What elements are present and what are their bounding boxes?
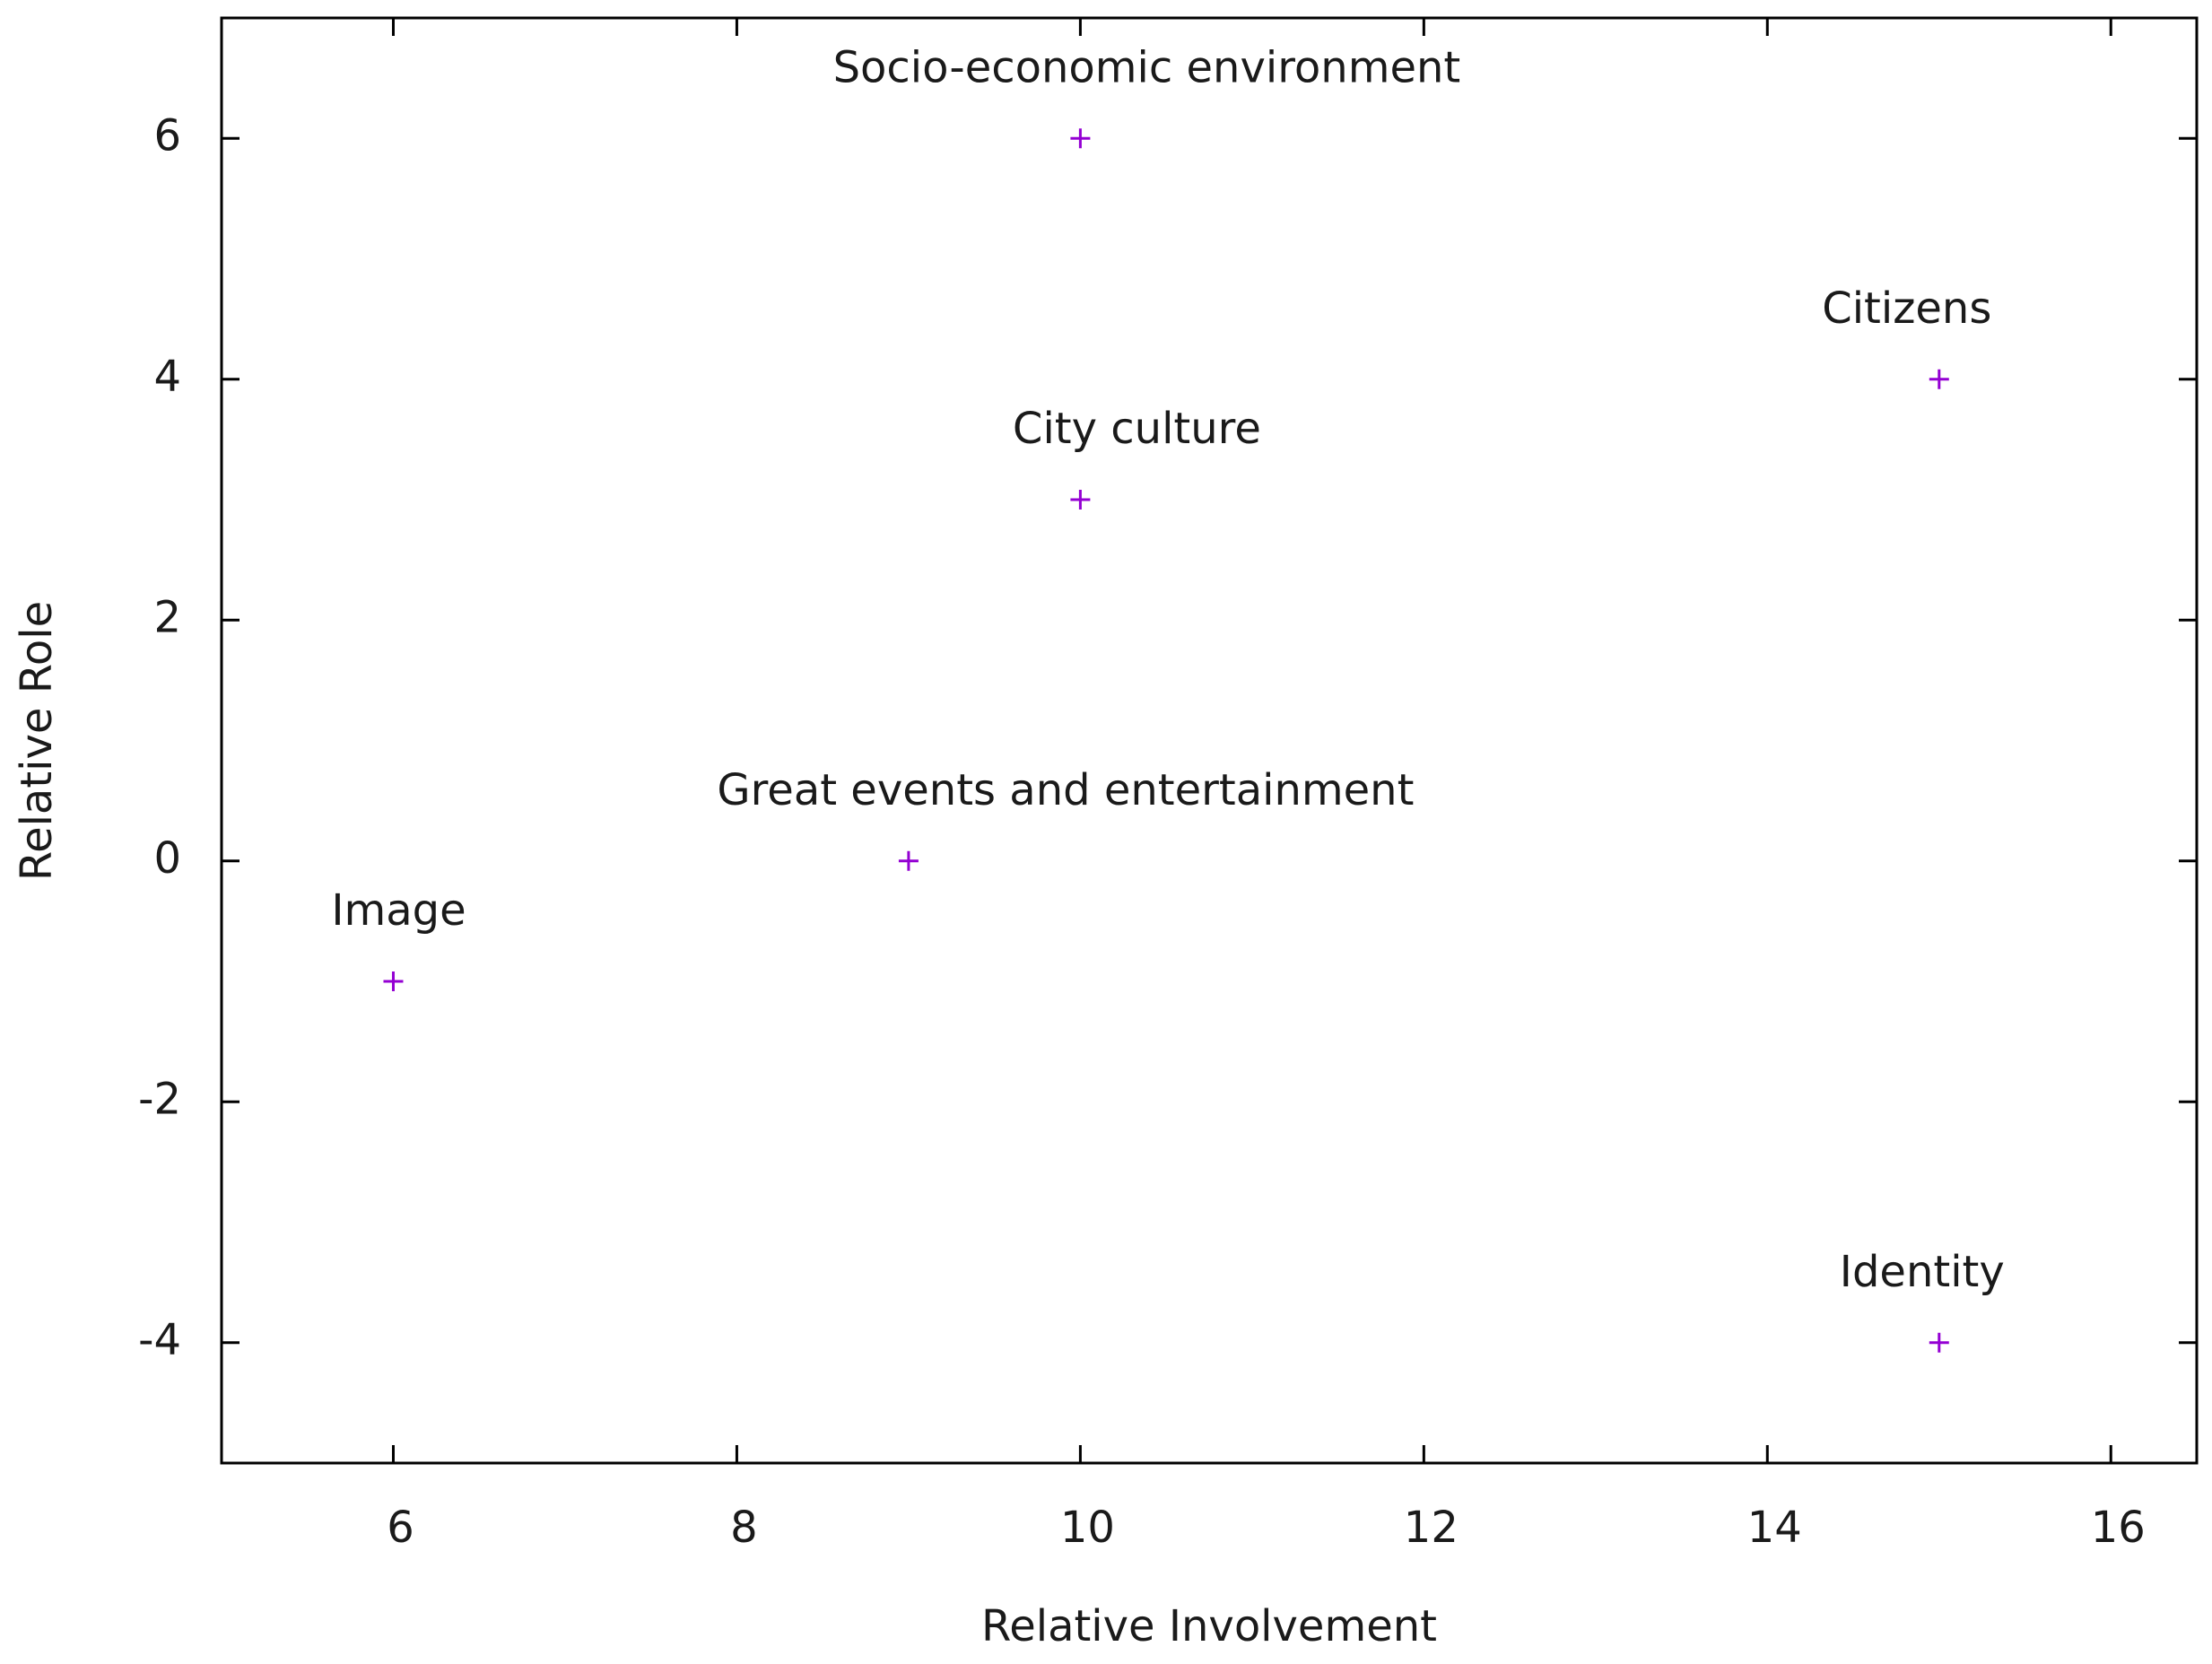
point bbox=[1070, 490, 1091, 510]
y-tick-label: 6 bbox=[153, 110, 181, 161]
y-tick-label: -2 bbox=[138, 1074, 181, 1124]
x-tick-label: 14 bbox=[1747, 1503, 1802, 1553]
point bbox=[898, 850, 919, 871]
y-tick-label: 4 bbox=[153, 352, 181, 402]
point bbox=[1929, 369, 1949, 389]
y-axis-label: Relative Role bbox=[12, 601, 62, 881]
point-label: Image bbox=[331, 885, 466, 936]
point-label: Identity bbox=[1840, 1247, 2005, 1297]
point bbox=[383, 971, 404, 991]
point bbox=[1070, 128, 1091, 149]
point-label: Citizens bbox=[1822, 283, 1991, 334]
point-label: Socio-economic environment bbox=[833, 42, 1461, 92]
x-axis-label: Relative Involvement bbox=[981, 1601, 1437, 1651]
y-tick-label: -4 bbox=[138, 1315, 181, 1365]
y-tick-label: 0 bbox=[153, 833, 181, 884]
x-tick-label: 12 bbox=[1404, 1503, 1459, 1553]
point bbox=[1929, 1332, 1949, 1353]
point-label: Great events and entertainment bbox=[717, 765, 1414, 815]
plot-frame bbox=[220, 16, 2199, 1465]
x-tick-label: 6 bbox=[387, 1503, 414, 1553]
y-tick-label: 2 bbox=[153, 592, 181, 642]
x-tick-label: 16 bbox=[2091, 1503, 2146, 1553]
point-label: City culture bbox=[1013, 404, 1261, 454]
x-tick-label: 8 bbox=[730, 1503, 758, 1553]
x-tick-label: 10 bbox=[1060, 1503, 1115, 1553]
